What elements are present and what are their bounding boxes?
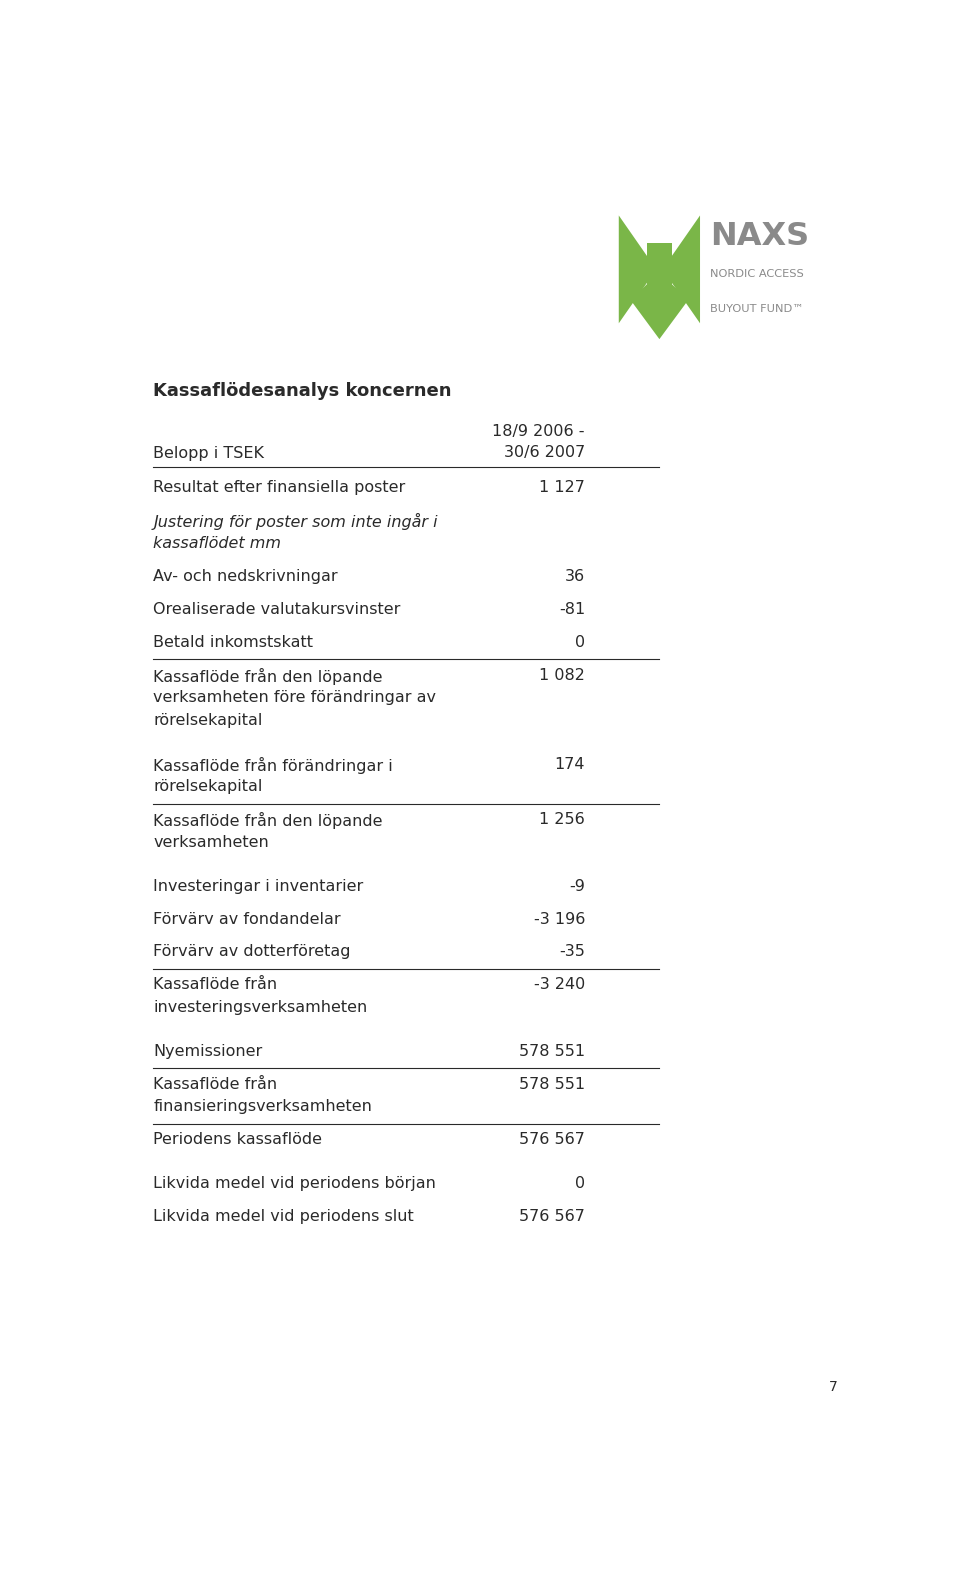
Text: Kassaflöde från den löpande: Kassaflöde från den löpande [154,813,383,828]
Text: BUYOUT FUND™: BUYOUT FUND™ [709,304,804,314]
Text: 576 567: 576 567 [519,1209,585,1224]
Text: rörelsekapital: rörelsekapital [154,713,263,727]
Text: finansieringsverksamheten: finansieringsverksamheten [154,1099,372,1115]
Text: Kassaflöde från den löpande: Kassaflöde från den löpande [154,667,383,684]
Text: investeringsverksamheten: investeringsverksamheten [154,1000,368,1015]
Text: 0: 0 [575,635,585,649]
Text: 0: 0 [575,1177,585,1191]
Text: Av- och nedskrivningar: Av- och nedskrivningar [154,569,338,584]
Text: Nyemissioner: Nyemissioner [154,1044,263,1058]
Text: 576 567: 576 567 [519,1133,585,1147]
Text: 578 551: 578 551 [518,1044,585,1058]
Text: Likvida medel vid periodens slut: Likvida medel vid periodens slut [154,1209,414,1224]
Text: kassaflödet mm: kassaflödet mm [154,535,281,551]
Text: Betald inkomstskatt: Betald inkomstskatt [154,635,314,649]
Polygon shape [647,242,672,296]
Text: -9: -9 [569,879,585,893]
Text: Kassaflöde från förändringar i: Kassaflöde från förändringar i [154,757,394,773]
Text: Resultat efter finansiella poster: Resultat efter finansiella poster [154,480,406,496]
Text: -3 196: -3 196 [534,911,585,927]
Text: 18/9 2006 -: 18/9 2006 - [492,425,585,439]
Text: 578 551: 578 551 [518,1077,585,1091]
Text: Orealiserade valutakursvinster: Orealiserade valutakursvinster [154,602,401,616]
Text: Justering för poster som inte ingår i: Justering för poster som inte ingår i [154,513,438,531]
Text: Investeringar i inventarier: Investeringar i inventarier [154,879,364,893]
Text: Belopp i TSEK: Belopp i TSEK [154,447,265,461]
Text: Förvärv av dotterföretag: Förvärv av dotterföretag [154,944,351,960]
Text: Kassaflödesanalys koncernen: Kassaflödesanalys koncernen [154,382,452,399]
Text: rörelsekapital: rörelsekapital [154,779,263,794]
Text: -81: -81 [559,602,585,616]
Text: 36: 36 [564,569,585,584]
Text: Kassaflöde från: Kassaflöde från [154,977,277,993]
Polygon shape [619,215,657,323]
Text: 1 256: 1 256 [540,813,585,827]
Text: verksamheten: verksamheten [154,835,269,849]
Polygon shape [662,215,700,323]
Text: 1 127: 1 127 [540,480,585,496]
Text: 174: 174 [555,757,585,771]
Text: -35: -35 [559,944,585,960]
Text: 30/6 2007: 30/6 2007 [504,445,585,459]
Text: Kassaflöde från: Kassaflöde från [154,1077,277,1091]
Text: Periodens kassaflöde: Periodens kassaflöde [154,1133,323,1147]
Text: Förvärv av fondandelar: Förvärv av fondandelar [154,911,341,927]
Text: 7: 7 [829,1380,838,1394]
Text: NAXS: NAXS [709,220,809,252]
Polygon shape [631,272,688,339]
Text: -3 240: -3 240 [534,977,585,993]
Text: NORDIC ACCESS: NORDIC ACCESS [709,269,804,279]
Text: 1 082: 1 082 [540,667,585,683]
Text: Likvida medel vid periodens början: Likvida medel vid periodens början [154,1177,437,1191]
Text: verksamheten före förändringar av: verksamheten före förändringar av [154,691,437,705]
